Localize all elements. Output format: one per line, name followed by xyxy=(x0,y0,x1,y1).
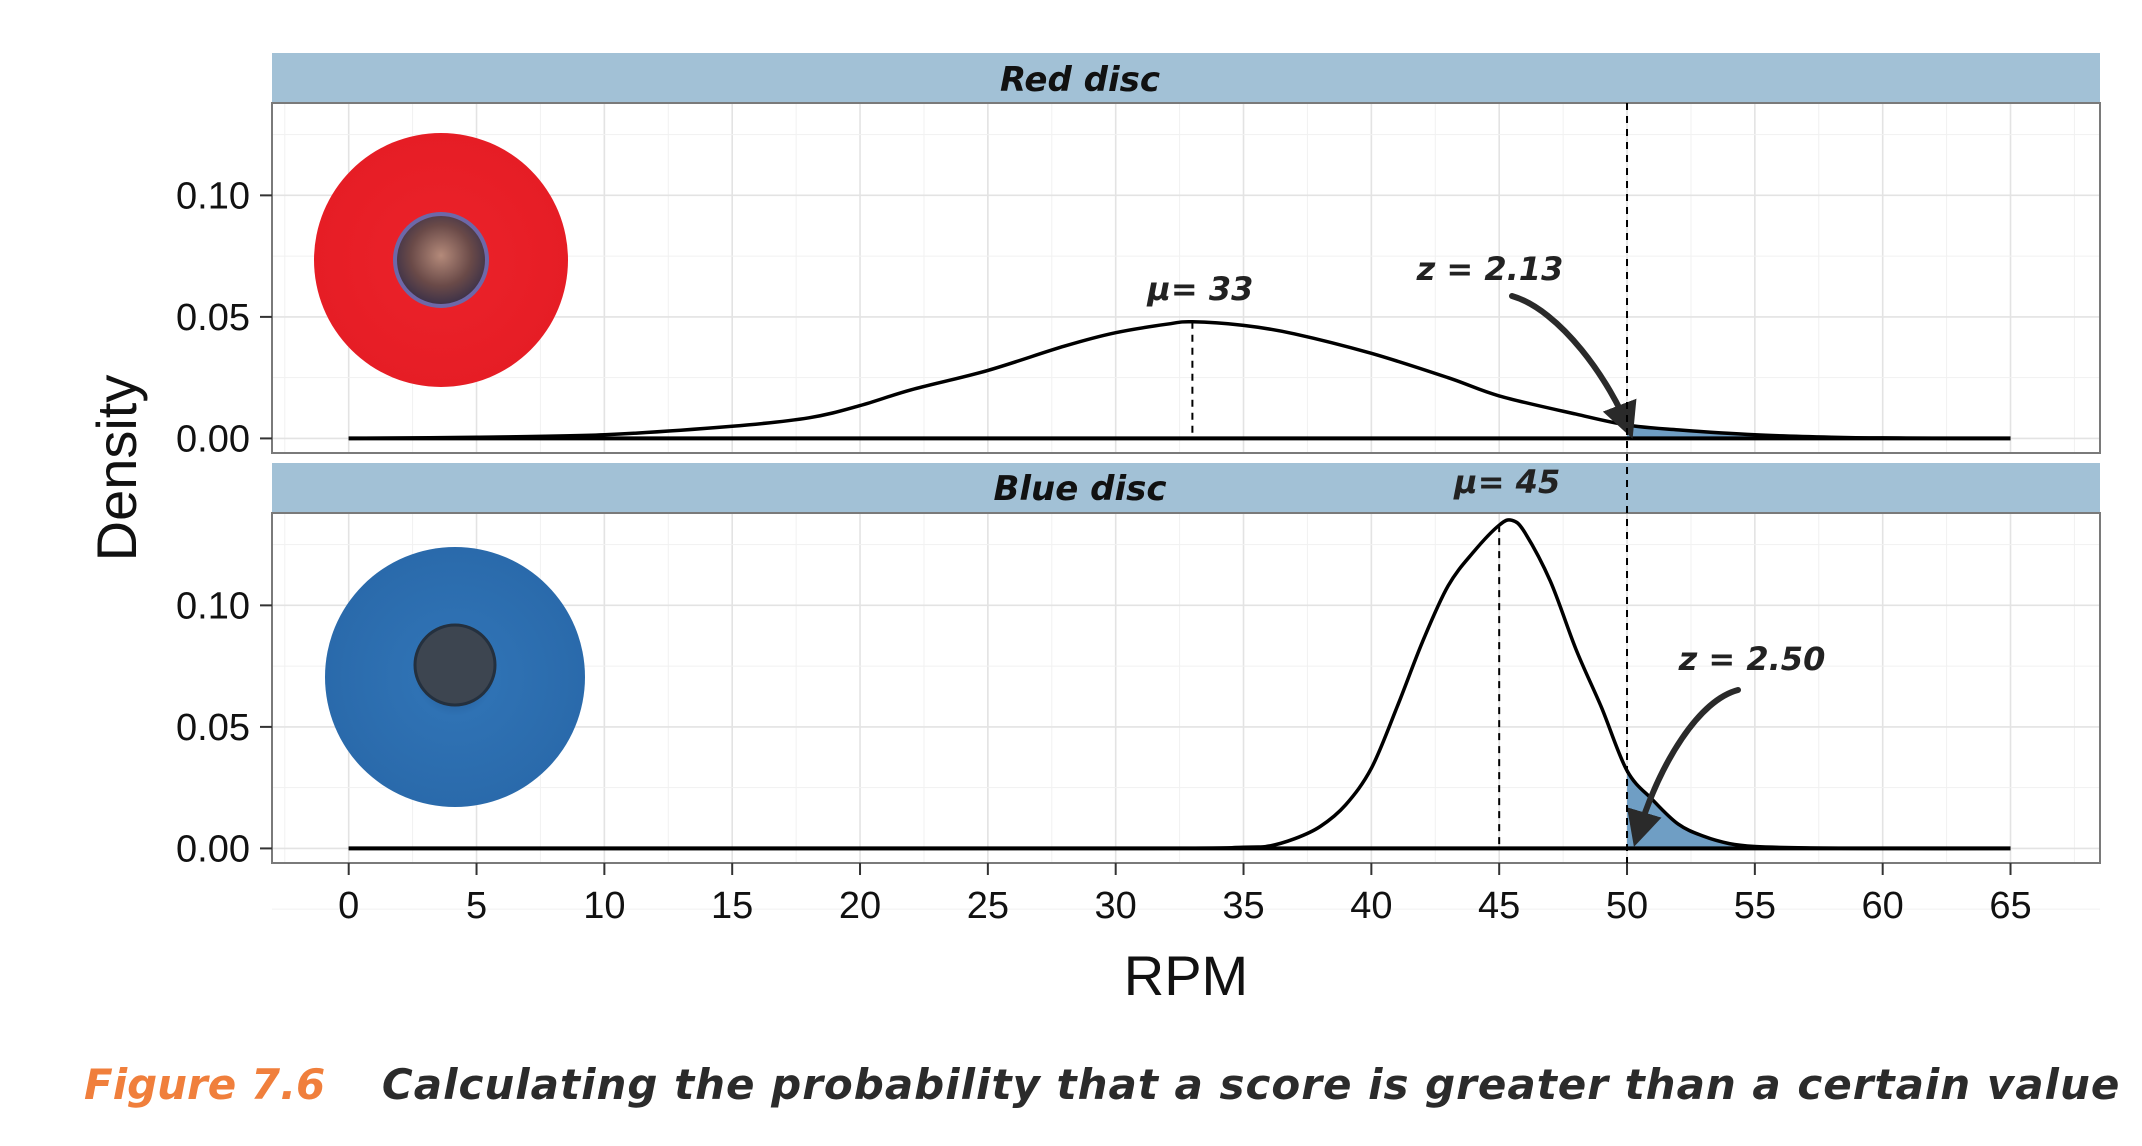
x-axis-title: RPM xyxy=(1124,944,1248,1007)
blue-disc-image xyxy=(325,547,585,807)
y-tick-label: 0.10 xyxy=(176,585,250,627)
z-label-blue: z = 2.50 xyxy=(1678,640,1826,678)
panel-red-disc: Red disc μ= 33 z = 2.13 0.00 0.05 0.10 xyxy=(176,53,2101,500)
figure-caption: Figure 7.6 Calculating the probability t… xyxy=(84,1060,2120,1109)
strip-red-disc xyxy=(272,53,2100,103)
panel-border xyxy=(271,512,2101,864)
y-tick-label: 0.05 xyxy=(176,297,250,339)
panel-border xyxy=(271,102,2101,454)
tail-area-blue xyxy=(1627,770,2011,849)
z-arrow-red xyxy=(1509,293,1637,439)
y-axis-ticks-blue: 0.00 0.05 0.10 xyxy=(176,585,272,870)
x-tick-label: 25 xyxy=(967,885,1009,927)
x-tick-label: 0 xyxy=(338,885,359,927)
figure-number: Figure 7.6 xyxy=(84,1060,326,1109)
x-tick-label: 20 xyxy=(839,885,881,927)
x-tick-label: 50 xyxy=(1606,885,1648,927)
z-arrow-blue xyxy=(1627,687,1741,847)
x-tick-label: 5 xyxy=(466,885,487,927)
panel-background xyxy=(272,103,2100,453)
x-tick-label: 60 xyxy=(1862,885,1904,927)
y-tick-label: 0.10 xyxy=(176,175,250,217)
mean-label-blue: μ= 45 xyxy=(1453,463,1560,501)
x-tick-label: 55 xyxy=(1734,885,1776,927)
x-tick-label: 30 xyxy=(1095,885,1137,927)
strip-label-red-disc: Red disc xyxy=(1000,60,1160,100)
figure-caption-text: Calculating the probability that a score… xyxy=(381,1060,2121,1109)
y-axis-title: Density xyxy=(85,375,148,562)
x-tick-label: 15 xyxy=(711,885,753,927)
x-axis-ticks: 0 5 10 15 20 25 30 35 40 45 50 55 60 65 xyxy=(338,863,2032,927)
x-tick-label: 35 xyxy=(1222,885,1264,927)
density-curve-red xyxy=(348,319,2011,441)
y-axis-ticks-red: 0.00 0.05 0.10 xyxy=(176,175,272,460)
red-disc-image xyxy=(314,133,568,387)
x-tick-label: 65 xyxy=(1989,885,2031,927)
tail-area-red xyxy=(1627,425,2011,439)
disc-center-label xyxy=(393,212,489,308)
x-tick-label: 45 xyxy=(1478,885,1520,927)
strip-blue-disc xyxy=(272,463,2100,513)
y-tick-label: 0.05 xyxy=(176,707,250,749)
panel-blue-disc: Blue disc μ= 45 z = 2.50 0.00 0.05 0.10 xyxy=(176,463,2101,910)
mean-label-red: μ= 33 xyxy=(1146,270,1253,308)
y-tick-label: 0.00 xyxy=(176,828,250,870)
disc-center-label xyxy=(413,623,497,707)
x-tick-label: 10 xyxy=(583,885,625,927)
y-tick-label: 0.00 xyxy=(176,418,250,460)
strip-label-blue-disc: Blue disc xyxy=(993,469,1166,509)
x-tick-label: 40 xyxy=(1350,885,1392,927)
z-label-red: z = 2.13 xyxy=(1416,250,1564,288)
